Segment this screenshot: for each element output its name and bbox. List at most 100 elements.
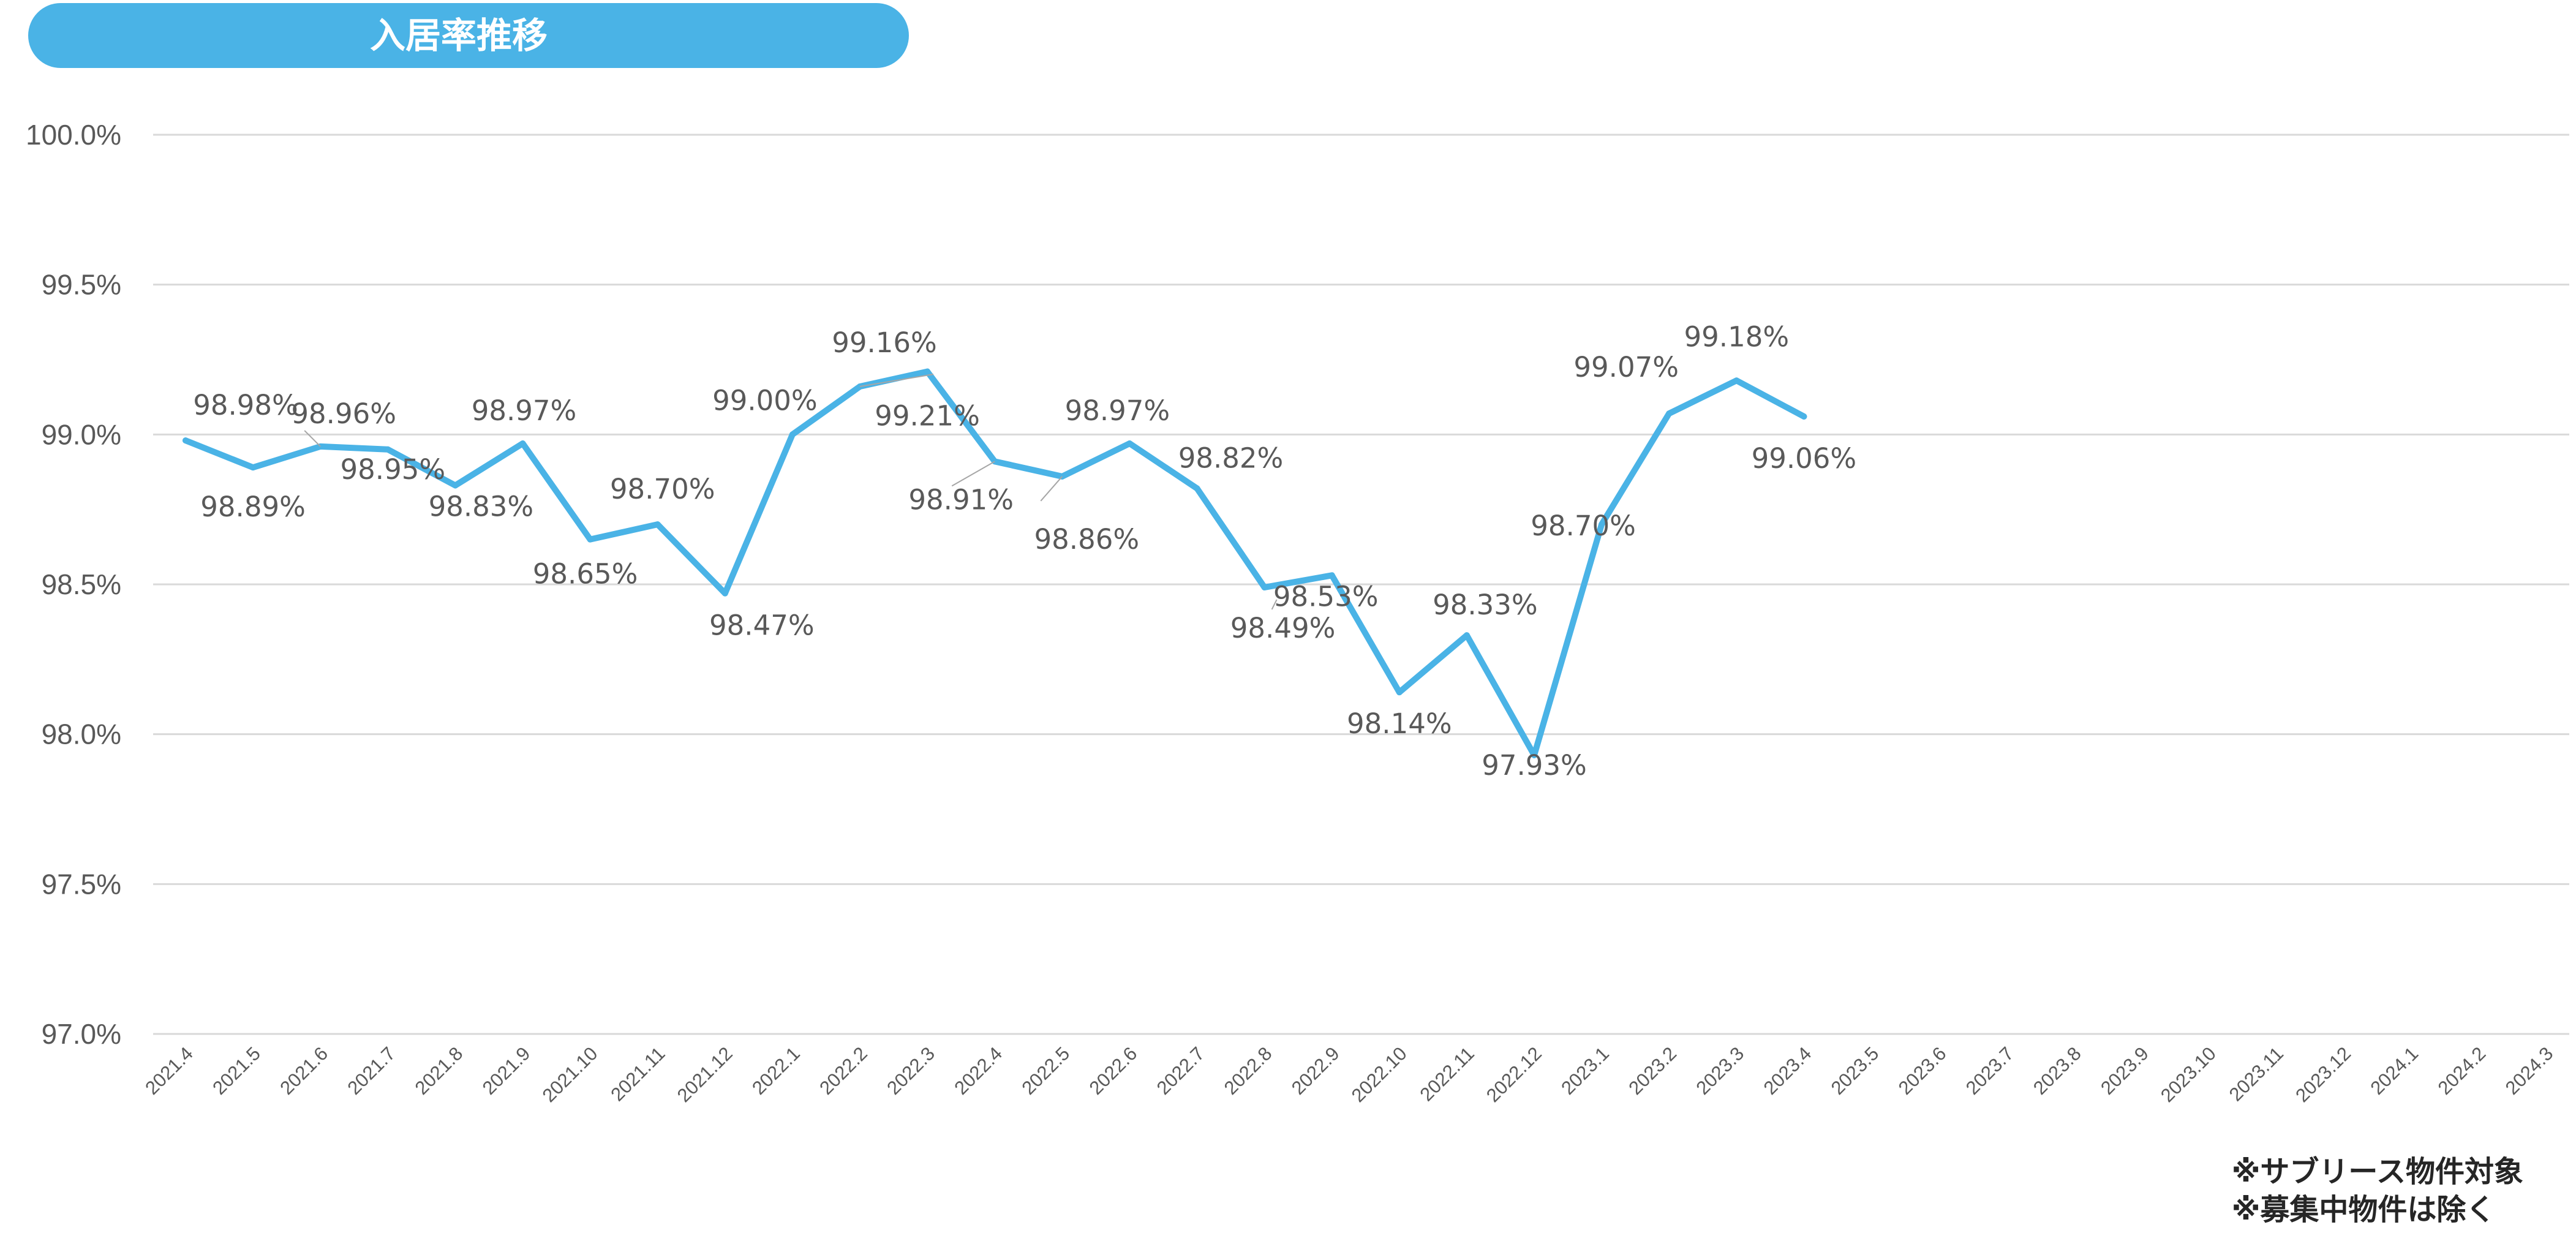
data-point (452, 482, 459, 489)
x-tick-label: 2022.7 (1153, 1043, 1209, 1099)
data-label: 98.96% (291, 398, 396, 430)
y-tick-label: 98.5% (42, 568, 121, 600)
data-label: 98.98% (193, 389, 298, 421)
data-label: 98.65% (533, 558, 638, 590)
x-tick-label: 2021.8 (411, 1043, 467, 1099)
data-label: 98.14% (1347, 707, 1452, 740)
data-point (1599, 521, 1605, 528)
data-label: 98.49% (1230, 612, 1336, 644)
x-tick-label: 2021.9 (478, 1043, 535, 1099)
x-tick-label: 2021.11 (606, 1043, 669, 1105)
data-label: 98.33% (1433, 589, 1538, 621)
x-tick-label: 2022.4 (950, 1043, 1006, 1099)
data-point (1126, 440, 1133, 447)
x-tick-label: 2022.3 (883, 1043, 939, 1099)
data-label: 98.70% (1531, 510, 1636, 542)
note-sublease: ※サブリース物件対象 (2231, 1155, 2523, 1189)
y-tick-label: 97.5% (42, 868, 121, 900)
x-tick-label: 2022.10 (1347, 1043, 1411, 1106)
x-tick-label: 2024.1 (2366, 1043, 2422, 1099)
x-tick-label: 2021.5 (208, 1043, 265, 1099)
x-tick-label: 2022.12 (1482, 1043, 1546, 1106)
x-tick-label: 2022.9 (1287, 1043, 1344, 1099)
data-point (519, 440, 526, 447)
x-tick-label: 2022.6 (1085, 1043, 1142, 1099)
x-tick-label: 2023.9 (2096, 1043, 2153, 1099)
data-point (183, 437, 189, 444)
data-point (721, 590, 728, 597)
data-point (385, 446, 391, 453)
data-label: 98.86% (1034, 523, 1140, 556)
data-point (1194, 485, 1200, 492)
data-label: 98.47% (709, 609, 815, 642)
data-label: 98.53% (1273, 580, 1379, 613)
label-leader-line (304, 430, 321, 447)
x-tick-label: 2021.4 (141, 1043, 197, 1099)
x-tick-label: 2023.2 (1624, 1043, 1681, 1099)
chart-title-banner: 入居率推移 (28, 3, 909, 68)
y-tick-label: 97.0% (42, 1018, 121, 1050)
data-label: 99.00% (712, 384, 818, 417)
x-tick-label: 2022.5 (1017, 1043, 1074, 1099)
label-leader-line (951, 461, 995, 487)
data-point (587, 536, 593, 543)
x-tick-label: 2021.7 (343, 1043, 399, 1099)
label-leader-line (859, 374, 934, 388)
x-tick-label: 2023.12 (2291, 1043, 2355, 1106)
data-label: 99.06% (1752, 442, 1857, 475)
x-tick-label: 2023.7 (1962, 1043, 2018, 1099)
x-tick-label: 2022.1 (748, 1043, 804, 1099)
label-leader-line (1040, 476, 1063, 502)
series-line (183, 368, 1807, 758)
data-label: 98.82% (1178, 442, 1284, 474)
data-point (1666, 410, 1673, 417)
data-point (250, 464, 257, 471)
y-tick-label: 100.0% (26, 119, 121, 151)
data-point (1531, 752, 1537, 758)
y-tick-label: 99.0% (42, 418, 121, 450)
data-label: 99.16% (832, 326, 937, 359)
x-tick-label: 2024.2 (2434, 1043, 2490, 1099)
data-point (1261, 584, 1268, 590)
data-point (654, 521, 661, 528)
x-tick-label: 2023.1 (1557, 1043, 1613, 1099)
data-label: 98.89% (200, 491, 306, 523)
data-point (1396, 689, 1403, 696)
x-tick-label: 2022.11 (1415, 1043, 1478, 1105)
x-tick-label: 2021.10 (538, 1043, 602, 1106)
data-label: 98.83% (429, 491, 534, 523)
label-leader-line (1271, 599, 1278, 610)
data-point (1733, 377, 1740, 384)
y-tick-label: 99.5% (42, 269, 121, 301)
data-label: 99.07% (1573, 351, 1679, 383)
chart-title: 入居率推移 (370, 15, 548, 56)
data-label: 98.97% (1065, 394, 1170, 427)
x-tick-label: 2023.6 (1894, 1043, 1951, 1099)
x-tick-label: 2022.2 (815, 1043, 872, 1099)
x-tick-label: 2023.5 (1827, 1043, 1883, 1099)
x-tick-label: 2023.11 (2225, 1043, 2288, 1105)
data-label: 98.97% (472, 394, 577, 427)
chart-notes: ※サブリース物件対象 ※募集中物件は除く (2232, 1153, 2523, 1229)
x-tick-label: 2024.3 (2501, 1043, 2558, 1099)
data-point (924, 368, 931, 375)
note-excluded: ※募集中物件は除く (2231, 1193, 2496, 1227)
x-tick-label: 2021.6 (276, 1043, 332, 1099)
data-label: 97.93% (1482, 749, 1587, 782)
data-label: 99.18% (1684, 320, 1790, 353)
x-tick-label: 2023.4 (1760, 1043, 1816, 1099)
x-tick-label: 2022.8 (1220, 1043, 1276, 1099)
data-point (789, 431, 796, 438)
data-point (1801, 413, 1807, 420)
data-label: 99.21% (875, 400, 980, 432)
data-label: 98.70% (610, 473, 715, 505)
y-tick-label: 98.0% (42, 718, 121, 750)
data-label: 98.91% (908, 483, 1014, 516)
data-point (1328, 572, 1335, 579)
data-point (1463, 632, 1470, 639)
x-tick-label: 2023.8 (2029, 1043, 2085, 1099)
x-tick-label: 2023.3 (1692, 1043, 1748, 1099)
data-label: 98.95% (341, 453, 446, 486)
x-tick-label: 2023.10 (2156, 1043, 2220, 1106)
